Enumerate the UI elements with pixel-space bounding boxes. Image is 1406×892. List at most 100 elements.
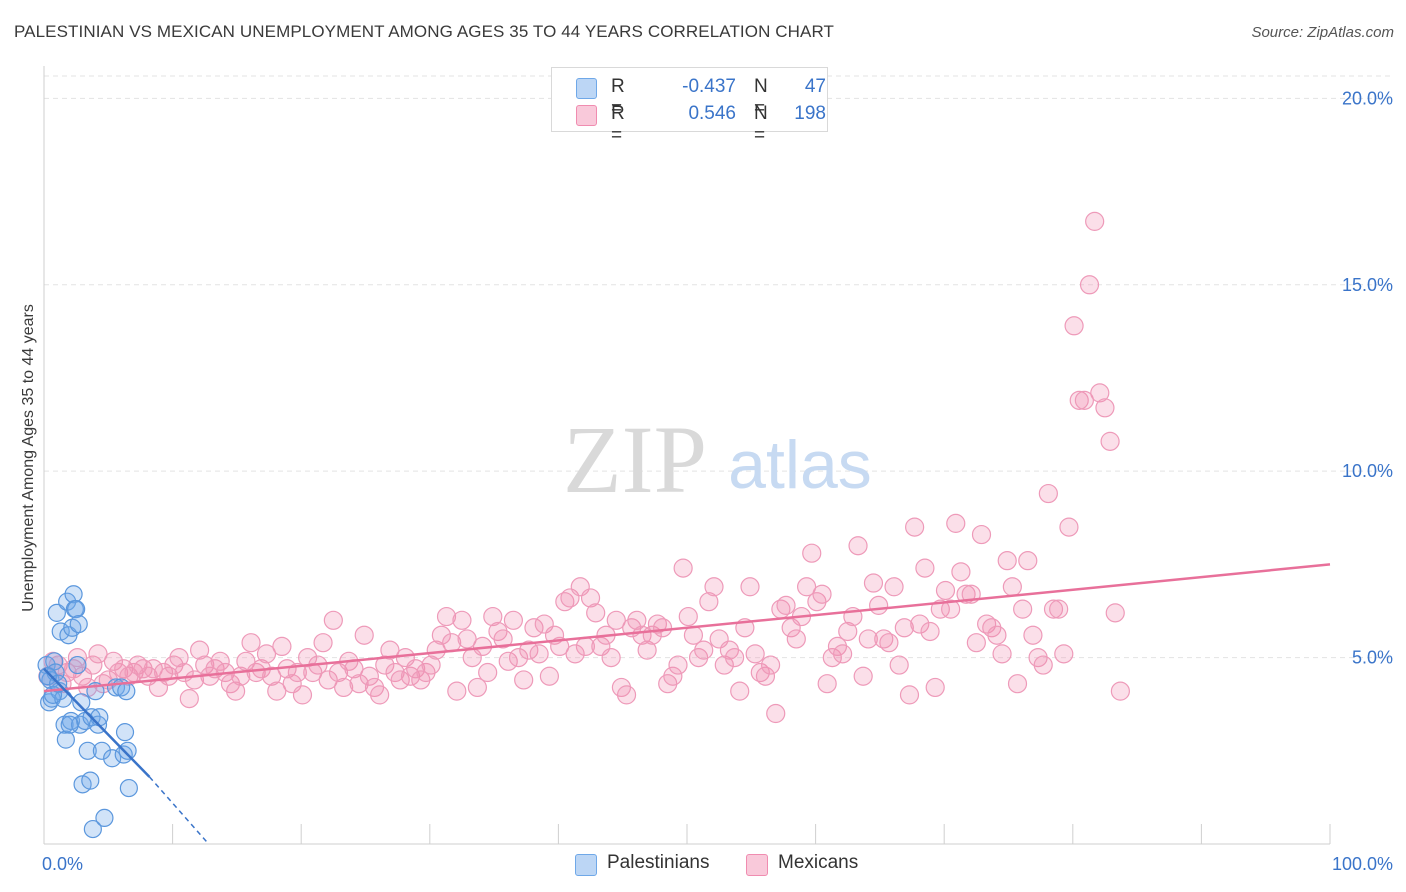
mexicans-point [766, 703, 786, 724]
mexicans-point [601, 647, 621, 668]
mexicans-point [169, 647, 189, 668]
mexicans-point [838, 621, 858, 642]
mexicans-point [390, 670, 410, 690]
mexicans-point [1059, 517, 1079, 537]
bottom-legend-swatch-palestinians [575, 854, 597, 876]
legend-n-value: 198 [794, 103, 826, 124]
mexicans-point [750, 662, 770, 683]
mexicans-point [776, 595, 796, 615]
mexicans-point [997, 551, 1017, 571]
mexicans-point [817, 674, 837, 694]
palestinians-point [64, 585, 83, 604]
mexicans-point [467, 677, 487, 698]
mexicans-point [503, 610, 523, 630]
mexicans-point [869, 595, 889, 615]
mexicans-point [910, 614, 930, 634]
mexicans-point [812, 584, 832, 604]
mexicans-point [1054, 644, 1074, 664]
palestinians-point [60, 715, 79, 734]
mexicans-point [586, 603, 606, 623]
mexicans-point [1074, 390, 1094, 410]
mexicans-point [858, 629, 878, 649]
mexicans-point [241, 633, 261, 653]
mexicans-point [267, 681, 287, 701]
legend-r-value: -0.437 [682, 76, 736, 97]
mexicans-point [298, 647, 318, 668]
mexicans-point [833, 644, 853, 664]
axes [43, 66, 1331, 845]
mexicans-point [349, 674, 369, 694]
mexicans-point [370, 685, 390, 705]
mexicans-point [853, 666, 873, 686]
palestinians-point [90, 708, 109, 727]
palestinians-point [47, 603, 66, 622]
mexicans-point [1002, 577, 1022, 597]
mexicans-point [966, 633, 986, 653]
chart-title: PALESTINIAN VS MEXICAN UNEMPLOYMENT AMON… [14, 22, 835, 41]
mexicans-point [256, 644, 277, 664]
mexicans-point [83, 655, 103, 675]
mexicans-point [678, 606, 698, 627]
palestinians-point [68, 655, 87, 675]
mexicans-point [884, 577, 904, 597]
trend-lines [43, 563, 1331, 845]
mexicans-point [606, 610, 626, 630]
mexicans-point [508, 647, 529, 668]
mexicans-point [457, 629, 477, 649]
mexicans-point [879, 633, 899, 653]
mexicans-point [67, 647, 88, 668]
mexicans-point [704, 577, 724, 597]
mexicans-point [941, 599, 961, 619]
mexicans-point [406, 659, 426, 679]
mexicans-point [992, 644, 1012, 664]
mexicans-point [436, 606, 457, 627]
mexicans-point [987, 625, 1007, 645]
mexicans-point [935, 580, 956, 601]
palestinians-point [92, 741, 111, 760]
mexicans-point [334, 677, 354, 698]
y-tick-label: 20.0% [1342, 88, 1393, 108]
mexicans-point [539, 666, 559, 686]
mexicans-point [1090, 383, 1110, 403]
palestinians-points [37, 585, 138, 839]
mexicans-point [899, 685, 920, 705]
mexicans-point [760, 655, 781, 675]
mexicans-point [1079, 275, 1100, 295]
palestinians-point [83, 819, 102, 839]
mexicans-point [318, 670, 338, 690]
mexicans-point [925, 677, 945, 698]
palestinians-point [72, 693, 91, 712]
y-tick-label: 5.0% [1352, 648, 1393, 668]
mexicans-point [359, 666, 379, 686]
mexicans-point [524, 618, 544, 638]
mexicans-point [951, 562, 971, 582]
mexicans-point [1085, 211, 1105, 231]
mexicans-point [514, 670, 534, 690]
mexicans-point [431, 625, 451, 645]
mexicans-point [519, 640, 539, 660]
palestinians-trend-line [43, 667, 151, 778]
mexicans-point [88, 644, 108, 664]
palestinians-point [81, 771, 100, 790]
watermark-zip: ZIP [563, 406, 707, 513]
palestinians-point [69, 614, 88, 634]
mexicans-point [380, 640, 400, 660]
legend-swatch-palestinians [576, 78, 597, 99]
mexicans-point [421, 655, 441, 675]
palestinians-point [56, 730, 75, 749]
legend-swatch-mexicans [576, 105, 597, 126]
mexicans-point [529, 644, 549, 664]
bottom-legend-label-mexicans: Mexicans [778, 852, 859, 873]
mexicans-point [292, 685, 313, 705]
mexicans-point [555, 592, 575, 612]
mexicans-point [894, 618, 914, 638]
mexicans-point [1023, 625, 1043, 645]
mexicans-point [565, 644, 585, 664]
mexicans-point [905, 517, 925, 537]
palestinians-point [78, 741, 97, 760]
mexicans-point [863, 573, 884, 593]
mexicans-point [786, 629, 806, 649]
mexicans-point [848, 536, 868, 556]
legend-n-value: 47 [804, 76, 826, 97]
